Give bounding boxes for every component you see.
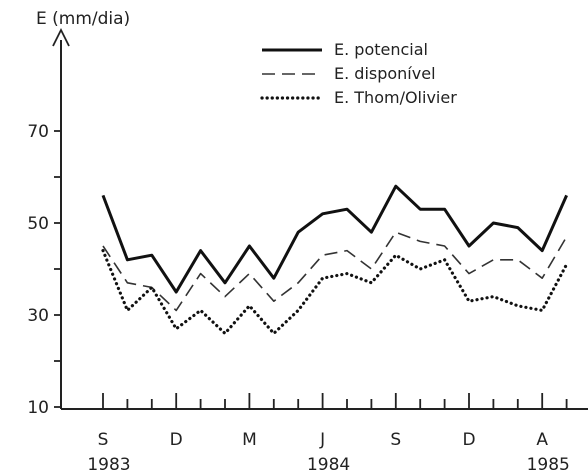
legend: E. potencial E. disponível E. Thom/Olivier <box>260 40 457 107</box>
series-1-point <box>273 277 275 279</box>
series-line-3 <box>101 249 569 335</box>
x-tick-label-month: A <box>536 430 548 450</box>
series-2-point <box>370 268 372 270</box>
series-1-point <box>517 227 519 229</box>
series-3-point <box>419 268 421 270</box>
y-tick-label: 70 <box>27 122 49 142</box>
series-2-point <box>175 309 177 311</box>
x-ticks: S 1983 D M J 1984 S D A 1985 <box>87 393 570 475</box>
series-1-point <box>175 291 177 293</box>
series-3-point <box>541 309 543 311</box>
y-tick-label: 50 <box>27 214 49 234</box>
series-1-point <box>248 245 250 247</box>
series-3-point <box>175 328 177 330</box>
series-2-point <box>346 250 348 252</box>
series-2-point <box>492 259 494 261</box>
x-tick-label-month: D <box>462 430 475 450</box>
series-1-point <box>370 231 372 233</box>
series-2-point <box>224 296 226 298</box>
series-1-point <box>395 185 397 187</box>
series-3-point <box>200 309 202 311</box>
series-1-point <box>346 208 348 210</box>
series-3-point <box>126 309 128 311</box>
series-3-point <box>273 332 275 334</box>
legend-label-1: E. potencial <box>334 40 428 59</box>
series-2-point <box>419 240 421 242</box>
series-3-point <box>395 254 397 256</box>
series-1-point <box>541 250 543 252</box>
series-1-point <box>419 208 421 210</box>
series-1-point <box>102 194 104 196</box>
series-3-point <box>468 300 470 302</box>
series-line-2 <box>102 231 568 312</box>
series-3-point <box>346 273 348 275</box>
series-3-point <box>444 259 446 261</box>
series-3-point <box>248 305 250 307</box>
x-tick-label-month: S <box>390 430 401 450</box>
series-1-point <box>566 194 568 196</box>
series-1-point <box>224 282 226 284</box>
series-line-1 <box>101 184 568 294</box>
series-2-point <box>541 277 543 279</box>
series-2-point <box>102 245 104 247</box>
y-axis-title: E (mm/dia) <box>36 9 130 29</box>
series-1-point <box>126 259 128 261</box>
series-2-point <box>297 282 299 284</box>
x-tick-label-year: 1985 <box>527 455 570 475</box>
series-1-point <box>468 245 470 247</box>
series-1-point <box>151 254 153 256</box>
series-1-point <box>200 250 202 252</box>
x-tick-label-month: D <box>170 430 183 450</box>
series-1-point <box>444 208 446 210</box>
series-1-point <box>297 231 299 233</box>
series-2-point <box>248 273 250 275</box>
y-axis-arrow <box>52 27 70 47</box>
series-2-point <box>444 245 446 247</box>
y-ticks: 10 30 50 70 <box>27 122 61 418</box>
series-2-point <box>322 254 324 256</box>
series-2-point <box>200 273 202 275</box>
x-tick-label-year: 1983 <box>87 455 130 475</box>
series-lines <box>101 184 569 335</box>
series-2-point <box>273 300 275 302</box>
series-3-point <box>492 296 494 298</box>
x-tick-label-month: J <box>319 430 325 450</box>
series-2-point <box>468 273 470 275</box>
y-tick-label: 10 <box>27 398 49 418</box>
series-2-point <box>566 236 568 238</box>
series-3-point <box>151 286 153 288</box>
series-2-point <box>126 282 128 284</box>
series-3-point <box>322 277 324 279</box>
axes: E (mm/dia) <box>36 9 588 410</box>
series-3-point <box>566 263 568 265</box>
series-3-point <box>297 309 299 311</box>
y-tick-label: 30 <box>27 306 49 326</box>
series-2-point <box>517 259 519 261</box>
series-3-point <box>517 305 519 307</box>
x-tick-label-month: M <box>242 430 257 450</box>
x-tick-label-year: 1984 <box>307 455 350 475</box>
legend-label-2: E. disponível <box>334 64 436 83</box>
series-1-point <box>322 213 324 215</box>
legend-label-3: E. Thom/Olivier <box>334 88 457 107</box>
series-3-point <box>370 282 372 284</box>
series-3-point <box>224 332 226 334</box>
series-2-point <box>395 231 397 233</box>
series-1-point <box>492 222 494 224</box>
x-tick-label-month: S <box>98 430 109 450</box>
series-3-point <box>102 250 104 252</box>
